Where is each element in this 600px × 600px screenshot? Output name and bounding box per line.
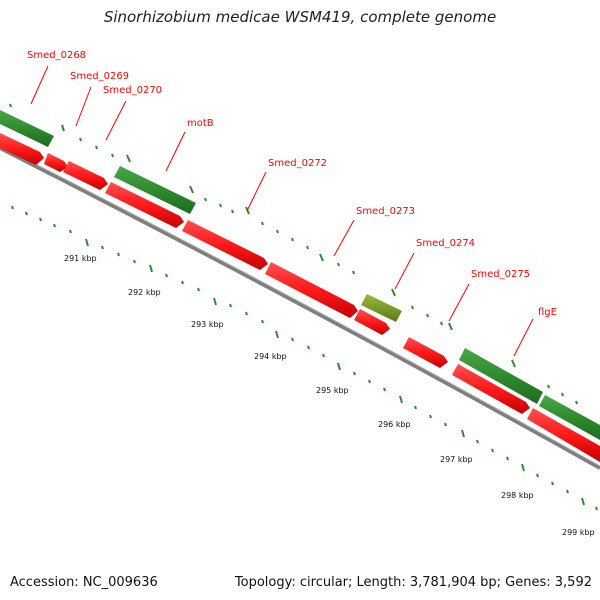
gene-smed-0268[interactable] xyxy=(0,110,54,147)
gene-label: Smed_0275 xyxy=(471,269,530,280)
ruler-label: 297 kbp xyxy=(440,455,473,464)
gene-smed-0275[interactable] xyxy=(403,337,448,368)
gene-label: Smed_0273 xyxy=(356,206,415,217)
gene-smed-0274[interactable] xyxy=(361,294,402,322)
gene-smed-0273[interactable] xyxy=(265,262,358,318)
genome-info-text: Topology: circular; Length: 3,781,904 bp… xyxy=(234,575,592,590)
ruler-label: 291 kbp xyxy=(64,254,97,263)
gene-red-0[interactable] xyxy=(0,133,44,165)
map-title: Sinorhizobium medicae WSM419, complete g… xyxy=(103,8,497,26)
gene-smed-0269[interactable] xyxy=(44,153,68,172)
gene-red-flge-under[interactable] xyxy=(452,364,530,414)
genome-backbone xyxy=(0,146,600,470)
ruler-label: 296 kbp xyxy=(378,420,411,429)
gene-labels: Smed_0268 Smed_0269 Smed_0270 motB Smed_… xyxy=(27,50,557,318)
ruler-label: 292 kbp xyxy=(128,288,161,297)
gene-red-motb-under[interactable] xyxy=(105,182,184,228)
gene-red-0274-under[interactable] xyxy=(354,309,390,335)
ruler-label: 295 kbp xyxy=(316,386,349,395)
gene-motb[interactable] xyxy=(114,166,196,214)
ruler-label: 294 kbp xyxy=(254,352,287,361)
gene-smed-0272[interactable] xyxy=(182,220,268,270)
gene-label: Smed_0268 xyxy=(27,50,86,61)
ruler-label: 298 kbp xyxy=(501,491,534,500)
label-leaders xyxy=(30,65,534,357)
forward-strand-ticks xyxy=(9,103,578,405)
gene-label: Smed_0269 xyxy=(70,71,129,82)
ruler-label: 299 kbp xyxy=(562,528,595,537)
gene-flge[interactable] xyxy=(459,348,543,404)
ruler-ticks xyxy=(11,205,598,511)
gene-label: flgE xyxy=(538,307,557,318)
gene-forward-next[interactable] xyxy=(539,395,600,440)
ruler-label: 293 kbp xyxy=(191,320,224,329)
forward-strand-genes xyxy=(0,110,600,440)
genome-backbone-highlight xyxy=(0,145,600,467)
accession-text: Accession: NC_009636 xyxy=(10,575,158,590)
gene-label: Smed_0274 xyxy=(416,238,475,249)
gene-label: Smed_0272 xyxy=(268,158,327,169)
reverse-strand-genes xyxy=(0,133,600,462)
ruler-labels: 291 kbp 292 kbp 293 kbp 294 kbp 295 kbp … xyxy=(64,254,595,537)
gene-label: Smed_0270 xyxy=(103,85,162,96)
gene-smed-0270[interactable] xyxy=(63,161,108,190)
gene-red-last[interactable] xyxy=(527,408,600,462)
gene-label: motB xyxy=(187,118,214,129)
